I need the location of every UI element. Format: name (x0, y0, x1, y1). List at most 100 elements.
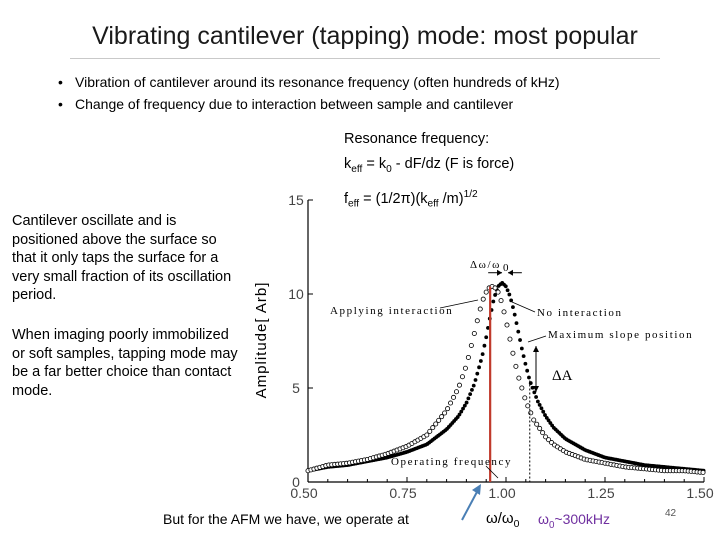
x-tick-label: 1.25 (587, 485, 614, 501)
data-point (511, 305, 515, 310)
data-point (522, 395, 528, 401)
data-point (439, 414, 445, 420)
data-point (541, 409, 546, 414)
data-point (539, 406, 544, 411)
data-point (507, 336, 513, 342)
data-point (495, 289, 501, 295)
data-point (462, 403, 467, 408)
bullet-list: Vibration of cantilever around its reson… (58, 71, 560, 115)
data-point (468, 342, 474, 348)
slide-title: Vibrating cantilever (tapping) mode: mos… (92, 22, 638, 50)
data-point (433, 421, 439, 427)
data-point (521, 354, 526, 359)
data-point (448, 400, 454, 406)
chart-axes: 0.50 0.75 1.00 1.25 1.50 0 5 10 15 Amplitude[ Arb… (253, 192, 714, 501)
data-point (532, 390, 537, 395)
bullet-item: Change of frequency due to interaction b… (58, 93, 560, 115)
data-point (442, 410, 448, 416)
data-point (477, 306, 483, 312)
pointer-line (511, 301, 536, 313)
data-point (516, 329, 521, 334)
pointer-line (485, 465, 499, 479)
data-point (471, 383, 476, 388)
data-point (509, 298, 514, 303)
delta-omega-sub: 0 (503, 262, 510, 274)
arrow-head (533, 386, 539, 392)
resonance-heading: Resonance frequency: (344, 131, 490, 147)
data-point (459, 409, 464, 414)
data-point (514, 321, 519, 326)
data-point (534, 395, 538, 399)
x-tick-label: 1.50 (686, 485, 713, 501)
data-point (459, 374, 465, 380)
data-point (462, 365, 468, 371)
data-point (543, 413, 547, 417)
title-rule (70, 58, 660, 59)
data-point (519, 385, 525, 391)
data-point (700, 470, 706, 476)
data-point (483, 289, 489, 295)
pointer-line (439, 299, 479, 309)
data-point (537, 425, 543, 431)
data-point (466, 396, 471, 401)
applying-interaction-label: Applying interaction (330, 305, 453, 317)
data-point (525, 403, 531, 409)
data-point (430, 425, 436, 431)
page-number: 42 (665, 508, 677, 519)
x-tick-label: 0.50 (290, 485, 317, 501)
data-point (531, 417, 537, 423)
data-point (491, 299, 496, 304)
arrow-head (507, 269, 513, 276)
data-point (537, 403, 542, 407)
data-point (546, 437, 552, 443)
y-tick-label: 0 (292, 474, 300, 490)
data-point (445, 406, 451, 412)
omega-ratio: ω/ω0 (486, 510, 520, 530)
data-point (475, 371, 480, 376)
data-point (461, 406, 465, 411)
data-point (535, 399, 540, 404)
data-point (492, 285, 498, 291)
data-point (519, 346, 524, 351)
series-applying-interaction (305, 283, 706, 476)
y-tick-label: 15 (288, 192, 304, 208)
feff-formula: feff = (1/2π)(keff /m)1/2 (344, 188, 478, 210)
data-point (534, 421, 540, 427)
tapping-description: Cantilever oscillate and is positioned a… (12, 213, 232, 303)
data-point (480, 352, 485, 357)
arrow-head (497, 269, 503, 276)
resonance-formulas: Resonance frequency: keff = k0 - dF/dz (… (344, 127, 514, 217)
data-point (468, 392, 473, 397)
data-point (505, 288, 510, 293)
x-tick-label: 0.75 (389, 485, 416, 501)
chart-series (305, 281, 706, 476)
data-point (470, 387, 474, 392)
data-point (457, 412, 462, 417)
pointer-line (527, 335, 547, 343)
data-point (478, 359, 483, 363)
data-point (543, 434, 549, 440)
data-point (525, 368, 530, 373)
omega0-value: ω0~300kHz (538, 511, 611, 531)
data-point (427, 428, 433, 434)
data-point (507, 292, 512, 297)
data-point (482, 343, 487, 348)
arrow-head (533, 346, 539, 352)
data-point (513, 363, 519, 369)
y-tick-label: 10 (288, 286, 304, 302)
max-slope-label: Maximum slope position (548, 329, 693, 341)
data-point (503, 284, 508, 289)
operate-arrow (461, 489, 479, 521)
data-point (477, 365, 481, 370)
operating-frequency-label: Operating frequency (391, 456, 512, 468)
data-point (486, 326, 490, 330)
chart-annotations: Δω/ω 0 Applying interaction No interaction M… (330, 259, 693, 521)
data-point (474, 318, 480, 324)
y-tick-label: 5 (292, 380, 300, 396)
data-point (493, 293, 498, 297)
data-point (453, 389, 459, 395)
bullet-item: Vibration of cantilever around its reson… (58, 71, 560, 93)
data-point (516, 375, 522, 381)
data-point (527, 375, 531, 380)
